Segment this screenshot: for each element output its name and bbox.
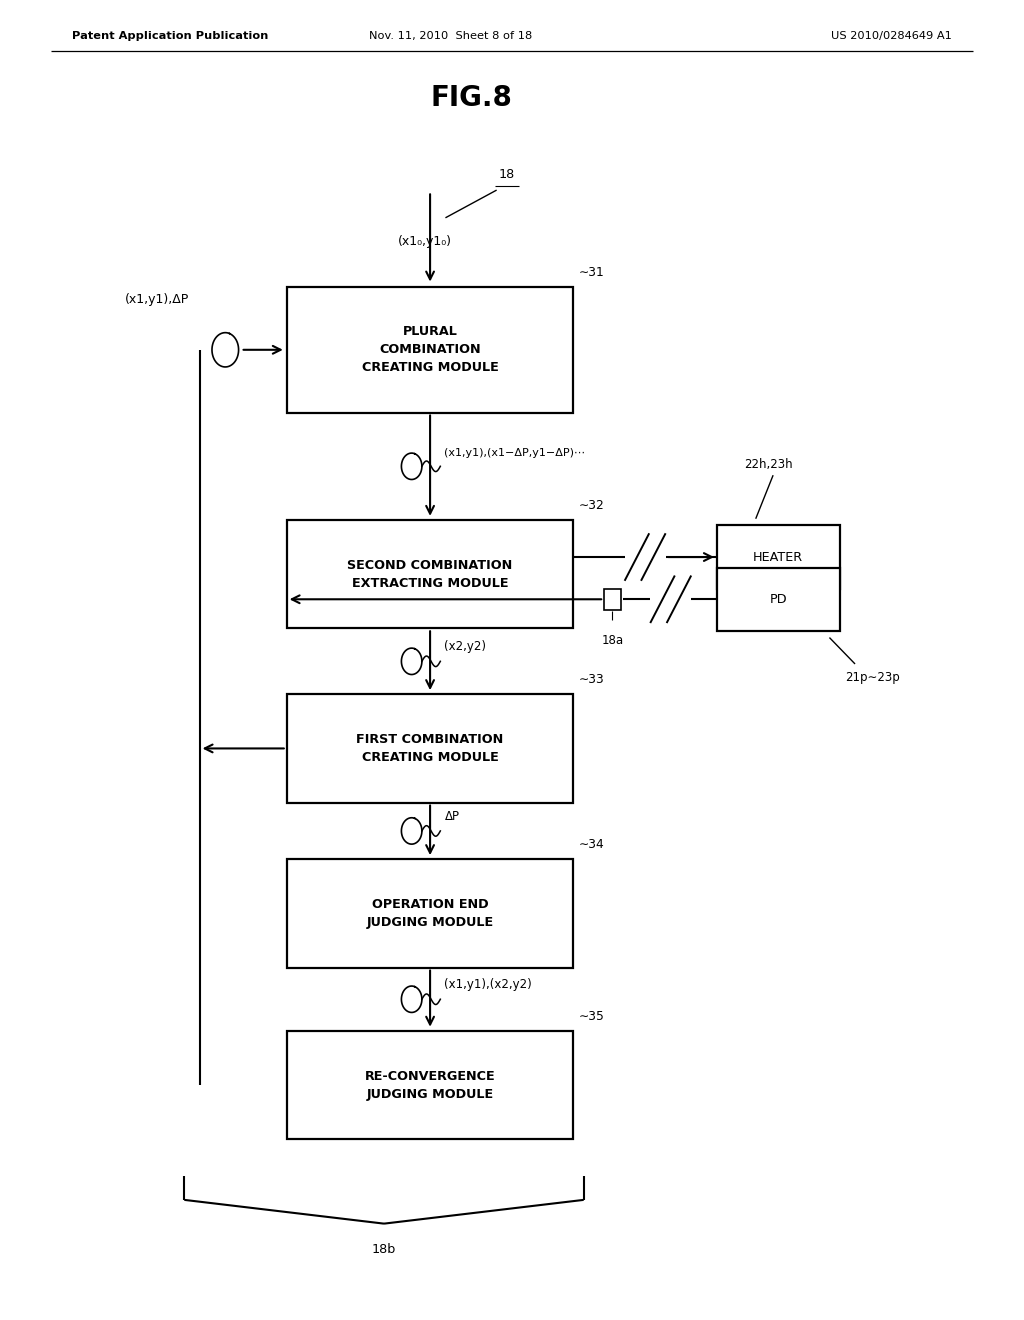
Text: 18b: 18b: [372, 1243, 396, 1257]
Text: ΔP: ΔP: [444, 810, 460, 824]
Text: 22h,23h: 22h,23h: [743, 458, 793, 471]
Text: ∼35: ∼35: [579, 1010, 604, 1023]
FancyBboxPatch shape: [717, 568, 840, 631]
Text: (x1,y1),(x2,y2): (x1,y1),(x2,y2): [444, 978, 532, 991]
Text: PD: PD: [769, 593, 787, 606]
Text: 18: 18: [499, 168, 515, 181]
FancyBboxPatch shape: [287, 520, 573, 628]
Text: RE-CONVERGENCE
JUDGING MODULE: RE-CONVERGENCE JUDGING MODULE: [365, 1069, 496, 1101]
Text: (x2,y2): (x2,y2): [444, 640, 486, 653]
Text: (x1₀,y1₀): (x1₀,y1₀): [398, 235, 452, 248]
Text: US 2010/0284649 A1: US 2010/0284649 A1: [831, 30, 952, 41]
FancyBboxPatch shape: [717, 525, 840, 589]
Text: Patent Application Publication: Patent Application Publication: [72, 30, 268, 41]
Text: 21p∼23p: 21p∼23p: [845, 671, 899, 684]
Text: SECOND COMBINATION
EXTRACTING MODULE: SECOND COMBINATION EXTRACTING MODULE: [347, 558, 513, 590]
Text: ∼34: ∼34: [579, 838, 604, 851]
FancyBboxPatch shape: [287, 1031, 573, 1139]
Text: PLURAL
COMBINATION
CREATING MODULE: PLURAL COMBINATION CREATING MODULE: [361, 325, 499, 375]
FancyBboxPatch shape: [287, 288, 573, 412]
Text: HEATER: HEATER: [754, 550, 803, 564]
Text: FIG.8: FIG.8: [430, 83, 512, 112]
Text: Nov. 11, 2010  Sheet 8 of 18: Nov. 11, 2010 Sheet 8 of 18: [369, 30, 532, 41]
FancyBboxPatch shape: [287, 859, 573, 968]
FancyBboxPatch shape: [287, 694, 573, 803]
Text: 18a: 18a: [601, 634, 624, 647]
Text: ∼33: ∼33: [579, 673, 604, 686]
Text: ∼32: ∼32: [579, 499, 604, 512]
Text: (x1,y1),ΔP: (x1,y1),ΔP: [125, 293, 189, 306]
Text: (x1,y1),(x1−ΔP,y1−ΔP)⋯: (x1,y1),(x1−ΔP,y1−ΔP)⋯: [444, 449, 586, 458]
Text: FIRST COMBINATION
CREATING MODULE: FIRST COMBINATION CREATING MODULE: [356, 733, 504, 764]
Text: OPERATION END
JUDGING MODULE: OPERATION END JUDGING MODULE: [367, 898, 494, 929]
FancyBboxPatch shape: [604, 589, 621, 610]
Text: ∼31: ∼31: [579, 267, 604, 280]
